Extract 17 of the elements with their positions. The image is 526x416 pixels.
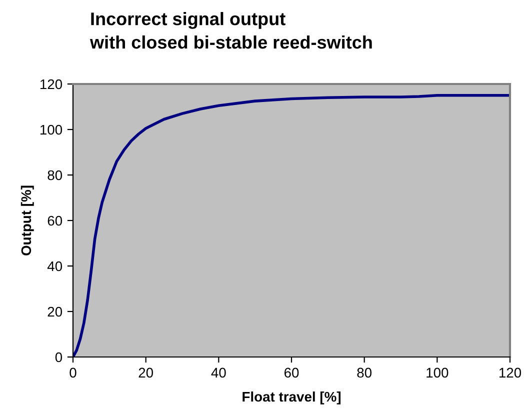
x-tick-label: 60	[284, 368, 299, 378]
x-tick-label: 80	[357, 368, 372, 378]
x-axis-title: Float travel [%]	[242, 391, 340, 404]
y-tick-label: 120	[40, 79, 62, 90]
y-tick-label: 20	[48, 306, 62, 317]
y-tick-label: 80	[48, 170, 62, 180]
chart-title: Incorrect signal output with closed bi-stable reed-switch	[90, 12, 372, 49]
y-axis-title: Output [%]	[20, 186, 34, 256]
x-tick-label: 40	[211, 368, 226, 378]
y-tick-label: 100	[40, 124, 62, 135]
y-tick-label: 60	[48, 216, 62, 226]
y-tick-label: 40	[47, 261, 62, 272]
x-tick-label: 120	[499, 368, 522, 378]
x-tick-label: 20	[138, 368, 154, 378]
x-tick-label: 100	[426, 368, 448, 378]
y-tick-label: 0	[55, 352, 62, 362]
x-tick-label: 0	[70, 368, 76, 378]
